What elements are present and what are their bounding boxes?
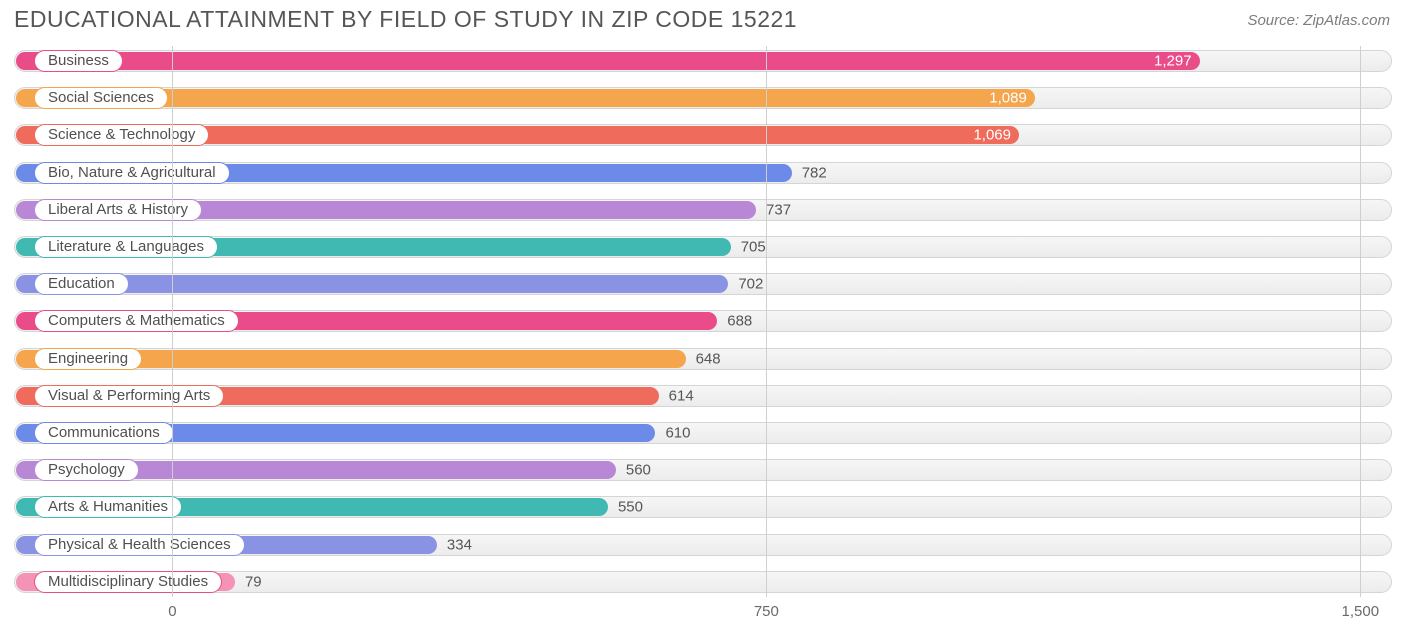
bar-row: Physical & Health Sciences 334: [14, 530, 1392, 560]
chart-container: EDUCATIONAL ATTAINMENT BY FIELD OF STUDY…: [0, 0, 1406, 631]
value-label: 560: [626, 462, 651, 479]
value-label: 79: [245, 573, 262, 590]
bar-row: Literature & Languages 705: [14, 232, 1392, 262]
category-pill: Physical & Health Sciences: [34, 534, 245, 556]
bar-row: Psychology 560: [14, 455, 1392, 485]
grid-line: [1360, 46, 1361, 597]
category-pill: Bio, Nature & Agricultural: [34, 162, 230, 184]
category-pill: Multidisciplinary Studies: [34, 571, 222, 593]
bar-row: Business 1,297: [14, 46, 1392, 76]
value-label: 334: [447, 536, 472, 553]
chart-source: Source: ZipAtlas.com: [1247, 12, 1390, 29]
chart-title: EDUCATIONAL ATTAINMENT BY FIELD OF STUDY…: [14, 6, 797, 33]
value-label: 614: [669, 387, 694, 404]
category-pill: Arts & Humanities: [34, 496, 182, 518]
value-label: 1,089: [989, 90, 1027, 107]
category-pill: Psychology: [34, 459, 139, 481]
category-pill: Communications: [34, 422, 174, 444]
bar-row: Computers & Mathematics 688: [14, 306, 1392, 336]
category-pill: Engineering: [34, 348, 142, 370]
value-label: 782: [802, 164, 827, 181]
plot-area: Business 1,297 Social Sciences 1,089 Science…: [14, 46, 1392, 597]
x-axis: 0 750 1,500: [14, 601, 1392, 623]
value-label: 688: [727, 313, 752, 330]
bar-row: Multidisciplinary Studies 79: [14, 567, 1392, 597]
bar-row: Science & Technology 1,069: [14, 120, 1392, 150]
category-pill: Education: [34, 273, 129, 295]
category-pill: Visual & Performing Arts: [34, 385, 224, 407]
bars-group: Business 1,297 Social Sciences 1,089 Science…: [14, 46, 1392, 597]
value-label: 550: [618, 499, 643, 516]
category-pill: Social Sciences: [34, 87, 168, 109]
value-label: 702: [738, 276, 763, 293]
bar-row: Education 702: [14, 269, 1392, 299]
value-label: 648: [696, 350, 721, 367]
bar-row: Social Sciences 1,089: [14, 83, 1392, 113]
bar-row: Visual & Performing Arts 614: [14, 381, 1392, 411]
category-pill: Computers & Mathematics: [34, 310, 239, 332]
value-label: 1,297: [1154, 53, 1192, 70]
x-tick-label: 750: [754, 603, 779, 620]
bar-row: Liberal Arts & History 737: [14, 195, 1392, 225]
category-pill: Literature & Languages: [34, 236, 218, 258]
grid-line: [172, 46, 173, 597]
value-label: 705: [741, 239, 766, 256]
x-tick-label: 0: [168, 603, 176, 620]
bar-fill: [16, 89, 1035, 107]
value-label: 737: [766, 201, 791, 218]
value-label: 1,069: [973, 127, 1011, 144]
x-tick-label: 1,500: [1342, 603, 1380, 620]
bar-row: Communications 610: [14, 418, 1392, 448]
category-pill: Liberal Arts & History: [34, 199, 202, 221]
category-pill: Science & Technology: [34, 124, 209, 146]
bar-fill: [16, 52, 1200, 70]
category-pill: Business: [34, 50, 123, 72]
bar-row: Bio, Nature & Agricultural 782: [14, 158, 1392, 188]
grid-line: [766, 46, 767, 597]
value-label: 610: [665, 425, 690, 442]
bar-row: Engineering 648: [14, 344, 1392, 374]
bar-row: Arts & Humanities 550: [14, 492, 1392, 522]
